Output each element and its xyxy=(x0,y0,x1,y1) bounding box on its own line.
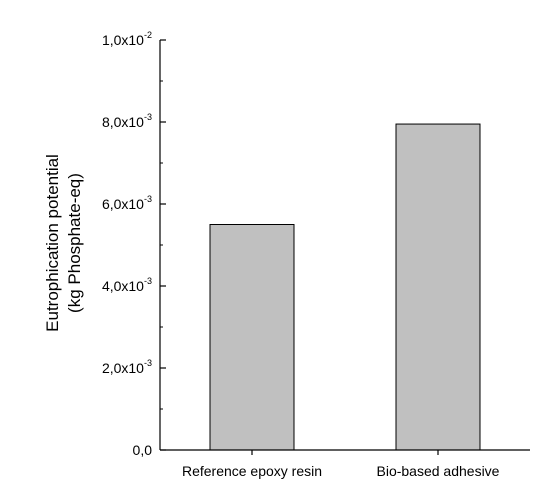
y-tick-label: 1,0x10-2 xyxy=(102,30,152,48)
y-tick-mantissa: 0,0 xyxy=(133,442,153,458)
x-category-label: Bio-based adhesive xyxy=(377,463,500,479)
y-tick-exponent: -3 xyxy=(144,194,152,204)
y-axis-title-line1: Eutrophication potential xyxy=(43,154,62,332)
y-tick-mantissa: 1,0x10 xyxy=(102,32,144,48)
y-tick-mantissa: 8,0x10 xyxy=(102,114,144,130)
y-axis-title: Eutrophication potential (kg Phosphate-e… xyxy=(43,154,84,332)
bar-1 xyxy=(209,224,295,451)
bars xyxy=(209,123,481,451)
x-axis-labels: Reference epoxy resin Bio-based adhesive xyxy=(182,450,500,479)
y-tick-exponent: -3 xyxy=(144,358,152,368)
y-tick-label: 8,0x10-3 xyxy=(102,112,152,130)
y-tick-mantissa: 6,0x10 xyxy=(102,196,144,212)
y-tick-mantissa: 2,0x10 xyxy=(102,360,144,376)
y-tick-label: 2,0x10-3 xyxy=(102,358,152,376)
y-tick-label: 6,0x10-3 xyxy=(102,194,152,212)
bar-2 xyxy=(395,123,481,451)
y-tick-exponent: -3 xyxy=(144,276,152,286)
y-tick-label: 4,0x10-3 xyxy=(102,276,152,294)
y-tick-label: 0,0 xyxy=(133,442,153,458)
y-tick-exponent: -2 xyxy=(144,30,152,40)
y-tick-mantissa: 4,0x10 xyxy=(102,278,144,294)
y-axis-ticks: 0,02,0x10-34,0x10-36,0x10-38,0x10-31,0x1… xyxy=(102,30,166,458)
x-category-label: Reference epoxy resin xyxy=(182,463,322,479)
y-axis-title-line2: (kg Phosphate-eq) xyxy=(65,173,84,313)
y-tick-exponent: -3 xyxy=(144,112,152,122)
